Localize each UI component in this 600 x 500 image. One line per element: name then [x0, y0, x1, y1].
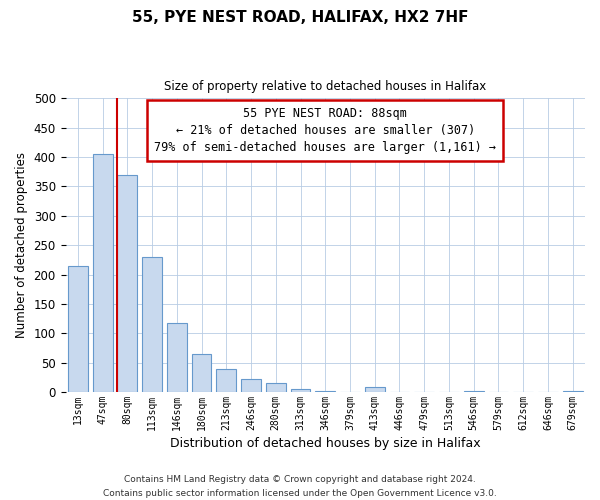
Text: Contains HM Land Registry data © Crown copyright and database right 2024.
Contai: Contains HM Land Registry data © Crown c…	[103, 476, 497, 498]
Bar	[365, 388, 385, 392]
Bar	[68, 266, 88, 392]
Y-axis label: Number of detached properties: Number of detached properties	[15, 152, 28, 338]
Title: Size of property relative to detached houses in Halifax: Size of property relative to detached ho…	[164, 80, 487, 93]
Bar	[563, 391, 583, 392]
Bar	[290, 389, 310, 392]
Bar	[241, 379, 261, 392]
Bar	[464, 391, 484, 392]
Bar	[93, 154, 113, 392]
Bar	[167, 322, 187, 392]
X-axis label: Distribution of detached houses by size in Halifax: Distribution of detached houses by size …	[170, 437, 481, 450]
Text: 55 PYE NEST ROAD: 88sqm
← 21% of detached houses are smaller (307)
79% of semi-d: 55 PYE NEST ROAD: 88sqm ← 21% of detache…	[154, 107, 496, 154]
Bar	[316, 391, 335, 392]
Text: 55, PYE NEST ROAD, HALIFAX, HX2 7HF: 55, PYE NEST ROAD, HALIFAX, HX2 7HF	[132, 10, 468, 25]
Bar	[118, 174, 137, 392]
Bar	[217, 368, 236, 392]
Bar	[191, 354, 211, 392]
Bar	[142, 257, 162, 392]
Bar	[266, 383, 286, 392]
